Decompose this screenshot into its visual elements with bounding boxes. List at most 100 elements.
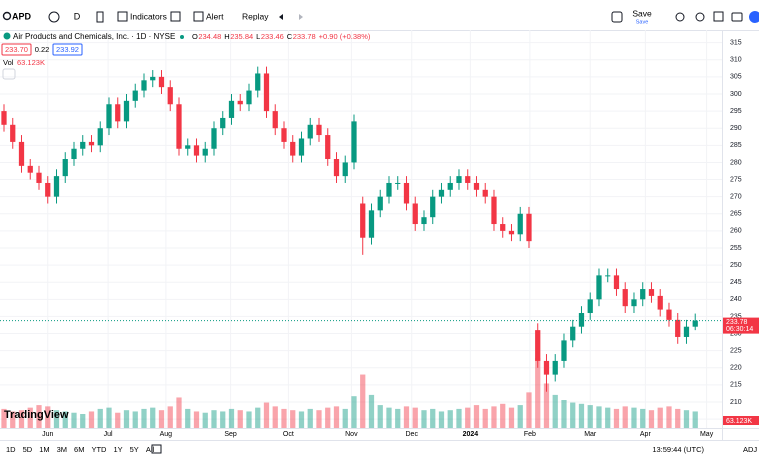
symbol[interactable]: APD [12, 11, 32, 21]
ohlc-label: H [224, 32, 229, 41]
indicators[interactable]: Indicators [130, 11, 167, 21]
add-symbol[interactable] [48, 11, 60, 23]
ask: 233.92 [56, 45, 79, 54]
quick-search[interactable] [675, 12, 685, 22]
candle-body [692, 320, 698, 327]
volume-bar [342, 408, 348, 428]
candle-body [482, 189, 488, 197]
snapshot[interactable] [731, 12, 743, 22]
y-tick-label: 300 [730, 91, 742, 98]
volume-tag-text: 63.123K [726, 418, 752, 425]
candle-body [45, 182, 51, 197]
y-tick-label: 250 [730, 262, 742, 269]
save-sub: Save [636, 19, 649, 25]
candle-body [211, 128, 217, 149]
candle-body [552, 360, 558, 375]
candle-body [255, 73, 261, 91]
vol-label: Vol [3, 58, 14, 67]
search-icon[interactable] [2, 11, 12, 21]
candle-body [351, 121, 357, 163]
candle-body [27, 165, 33, 173]
alert-icon[interactable] [193, 11, 204, 22]
save[interactable]: Save [632, 8, 652, 18]
volume-bar [141, 408, 147, 428]
candle-body [281, 128, 287, 142]
volume-bar [228, 408, 235, 428]
candle-body [683, 326, 690, 337]
range-button[interactable]: All [146, 445, 155, 454]
range-button[interactable]: 3M [57, 445, 67, 454]
x-tick-label: Dec [406, 431, 419, 438]
redo [299, 14, 303, 20]
candle-body [36, 172, 42, 183]
candle-body [360, 203, 366, 238]
candle-body [158, 76, 165, 88]
volume-bar [351, 396, 357, 428]
price-tag-text: 233.78 [726, 319, 748, 326]
y-tick-label: 260 [730, 228, 742, 235]
volume-bar [1, 408, 7, 428]
y-tick-label: 280 [730, 159, 742, 166]
undo[interactable] [279, 14, 283, 20]
x-tick-label: Aug [160, 431, 173, 438]
candle-body [500, 224, 506, 231]
candle-body [71, 148, 77, 160]
candle-body [307, 124, 313, 139]
alert[interactable]: Alert [206, 11, 224, 21]
y-tick-label: 270 [730, 194, 742, 201]
date-range-icon[interactable] [151, 444, 162, 454]
range-button[interactable]: 5D [23, 445, 33, 454]
candle-body [185, 145, 191, 149]
range-button[interactable]: 1D [6, 445, 16, 454]
volume-bar [578, 403, 585, 428]
candle-body [80, 141, 86, 149]
indicators-icon[interactable] [117, 11, 128, 22]
chart-type[interactable] [96, 11, 104, 23]
volume-bar [465, 407, 471, 428]
y-tick-label: 230 [730, 330, 742, 337]
candle-body [167, 87, 173, 105]
layout-toggle[interactable] [611, 11, 623, 23]
range-button[interactable]: 5Y [130, 445, 139, 454]
vol-value: 63.123K [17, 58, 45, 67]
volume-bar [622, 406, 628, 428]
volume-bar [18, 410, 25, 428]
volume-bar [53, 410, 60, 428]
y-tick-label: 275 [730, 176, 742, 183]
volume-bar [272, 406, 278, 428]
range-button[interactable]: 6M [74, 445, 84, 454]
collapse[interactable] [2, 68, 16, 80]
volume-bar [561, 400, 567, 428]
fullscreen[interactable] [713, 11, 724, 22]
y-tick-label: 310 [730, 57, 742, 64]
settings[interactable] [695, 12, 705, 22]
layouts-icon[interactable] [170, 11, 181, 22]
y-tick-label: 315 [730, 40, 742, 47]
candle-body [342, 162, 348, 177]
volume-bar [80, 414, 86, 428]
candle-body [447, 182, 453, 190]
volume-bar [438, 411, 445, 428]
candle-body [141, 80, 147, 91]
candle-body [246, 90, 252, 105]
interval[interactable]: D [74, 11, 81, 21]
candle-body [596, 275, 602, 300]
volume-bar [62, 411, 68, 428]
candle-body [263, 73, 270, 112]
candle-body [18, 141, 25, 166]
volume-bar [10, 411, 16, 428]
candle-body [622, 289, 628, 307]
range-button[interactable]: YTD [91, 445, 107, 454]
candle-body [543, 360, 550, 375]
range-button[interactable]: 1Y [113, 445, 122, 454]
replay[interactable]: Replay [242, 11, 269, 21]
volume-bar [123, 410, 130, 428]
range-button[interactable]: 1M [39, 445, 49, 454]
adj[interactable]: ADJ [743, 445, 757, 454]
volume-bar [220, 411, 226, 428]
publish[interactable] [749, 11, 759, 23]
candle-body [561, 340, 567, 361]
volume-bar [36, 405, 42, 428]
plot: 2052102152202252302352402452502552602652… [0, 30, 759, 438]
candle-body [115, 104, 121, 122]
